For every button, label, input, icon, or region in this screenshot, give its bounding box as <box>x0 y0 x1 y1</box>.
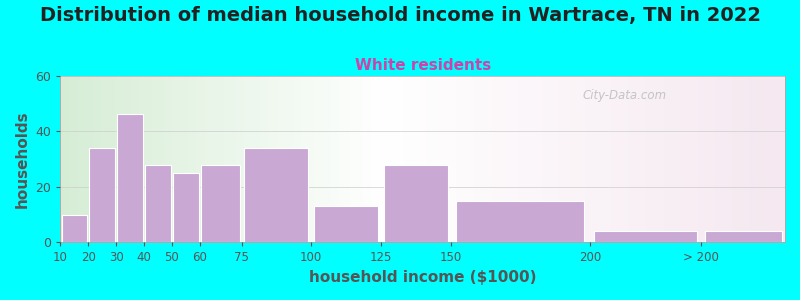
Bar <box>314 206 378 242</box>
Text: Distribution of median household income in Wartrace, TN in 2022: Distribution of median household income … <box>39 6 761 25</box>
Bar <box>118 115 143 242</box>
Title: White residents: White residents <box>354 58 491 73</box>
Bar <box>90 148 115 242</box>
Bar <box>705 231 782 242</box>
Bar <box>244 148 309 242</box>
Bar <box>594 231 697 242</box>
Bar <box>145 164 171 242</box>
Y-axis label: households: households <box>15 110 30 208</box>
Text: City-Data.com: City-Data.com <box>582 89 666 102</box>
Bar <box>62 214 87 242</box>
Bar <box>384 164 448 242</box>
Bar <box>202 164 240 242</box>
Bar <box>456 201 584 242</box>
X-axis label: household income ($1000): household income ($1000) <box>309 270 537 285</box>
Bar <box>173 173 198 242</box>
